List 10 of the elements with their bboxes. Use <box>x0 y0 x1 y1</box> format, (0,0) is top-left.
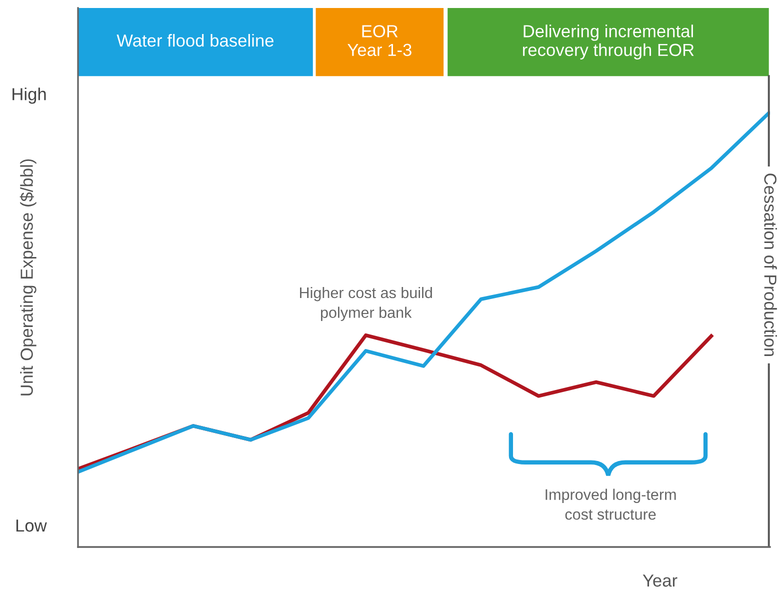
x-axis-title: Year <box>642 574 678 587</box>
annotation: Higher cost as build polymer bank <box>300 286 432 321</box>
text: High <box>12 88 46 104</box>
y-axis-title: Unit Operating Expense ($/bbl) <box>20 159 36 396</box>
text: EOR Year 1-3 <box>348 25 412 56</box>
text: Low <box>16 520 47 532</box>
annotation: Improved long-term cost structure <box>546 488 676 520</box>
text: Water flood baseline <box>116 34 274 47</box>
annotation: Cessation of Production <box>764 174 777 356</box>
text: Delivering incremental recovery through EOR <box>523 24 694 60</box>
